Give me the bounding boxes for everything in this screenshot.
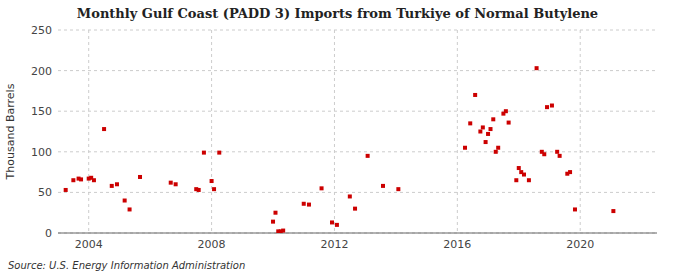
point	[128, 207, 132, 211]
point	[486, 132, 490, 136]
point	[366, 154, 370, 158]
point	[281, 229, 285, 233]
point	[468, 121, 472, 125]
x-grid-line	[580, 30, 581, 233]
y-tick-label: 200	[31, 65, 52, 78]
x-tick-label: 2020	[566, 238, 594, 251]
y-grid-line	[58, 70, 657, 71]
y-tick-label: 250	[31, 24, 52, 37]
title: Monthly Gulf Coast (PADD 3) Imports from…	[77, 6, 598, 21]
point	[491, 117, 495, 121]
point	[202, 151, 206, 155]
y-axis-label: Thousand Barrels	[4, 83, 17, 180]
point	[169, 181, 173, 185]
point	[353, 207, 357, 211]
y-grid-line	[58, 111, 657, 112]
point	[92, 178, 96, 182]
point	[396, 187, 400, 191]
point	[79, 177, 83, 181]
point	[473, 93, 477, 97]
point	[271, 220, 275, 224]
x-tick-label: 2004	[75, 238, 103, 251]
y-grid-line	[58, 233, 657, 234]
point	[550, 104, 554, 108]
point	[330, 220, 334, 224]
point	[302, 202, 306, 206]
grid	[58, 30, 657, 233]
point	[535, 66, 539, 70]
point	[217, 151, 221, 155]
point	[611, 209, 615, 213]
x-tick-label: 2016	[443, 238, 471, 251]
y-grid-line	[58, 192, 657, 193]
point	[494, 150, 498, 154]
x-tick-label: 2008	[198, 238, 226, 251]
point	[542, 152, 546, 156]
point	[381, 184, 385, 188]
point	[273, 211, 277, 215]
points	[64, 66, 616, 233]
point	[555, 150, 559, 154]
source-note: Source: U.S. Energy Information Administ…	[8, 260, 245, 271]
y-grid-line	[58, 151, 657, 152]
y-tick-label: 150	[31, 105, 52, 118]
point	[558, 154, 562, 158]
point	[320, 186, 324, 190]
point	[481, 125, 485, 129]
x-grid-line	[211, 30, 212, 233]
point	[174, 182, 178, 186]
point	[496, 146, 500, 150]
x-tick-label: 2012	[320, 238, 348, 251]
x-grid-line	[334, 30, 335, 233]
point	[545, 105, 549, 109]
point	[514, 178, 518, 182]
y-grid-line	[58, 30, 657, 31]
point	[489, 127, 493, 131]
point	[573, 207, 577, 211]
x-axis-line	[58, 233, 657, 234]
y-tick-label: 0	[45, 227, 52, 240]
chart: Monthly Gulf Coast (PADD 3) Imports from…	[0, 0, 675, 275]
point	[507, 121, 511, 125]
point	[64, 188, 68, 192]
point	[568, 170, 572, 174]
x-grid-line	[457, 30, 458, 233]
y-tick-label: 50	[38, 186, 52, 199]
point	[527, 178, 531, 182]
point	[484, 140, 488, 144]
point	[110, 184, 114, 188]
point	[522, 173, 526, 177]
point	[307, 203, 311, 207]
y-tick-label: 100	[31, 146, 52, 159]
x-grid-line	[88, 30, 89, 233]
point	[197, 188, 201, 192]
point	[210, 179, 214, 183]
point	[138, 175, 142, 179]
point	[517, 166, 521, 170]
point	[478, 130, 482, 134]
point	[348, 194, 352, 198]
point	[71, 178, 75, 182]
point	[123, 199, 127, 203]
point	[102, 127, 106, 131]
point	[463, 146, 467, 150]
point	[212, 187, 216, 191]
point	[335, 223, 339, 227]
point	[115, 182, 119, 186]
point	[504, 109, 508, 113]
